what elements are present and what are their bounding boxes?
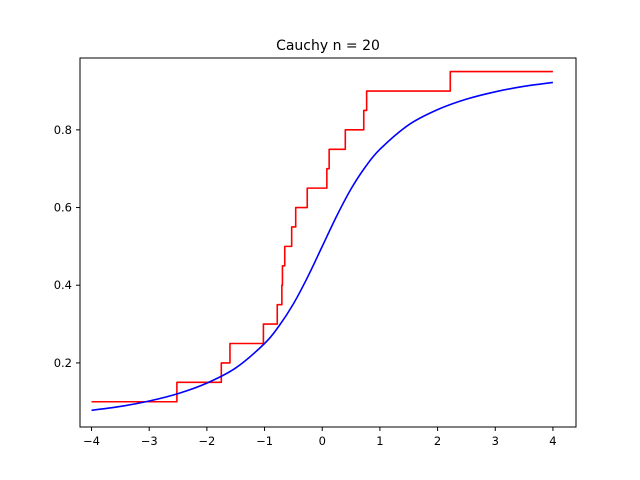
x-tick-label: 2	[434, 434, 441, 448]
chart-title: Cauchy n = 20	[276, 38, 380, 54]
y-tick-label: 0.4	[54, 278, 72, 292]
y-tick-label: 0.8	[54, 123, 72, 137]
y-tick-label: 0.2	[54, 356, 72, 370]
x-tick-label: 1	[376, 434, 383, 448]
axis-ticks: −4 −3 −2 −1 0 1 2 3 4 0.2 0.4 0.6 0.8	[54, 123, 557, 448]
x-tick-label: −1	[256, 434, 273, 448]
axes-frame	[79, 57, 577, 428]
x-tick-label: 0	[319, 434, 326, 448]
y-tick-label: 0.6	[54, 201, 72, 215]
x-tick-label: 3	[492, 434, 499, 448]
x-tick-label: −3	[141, 434, 158, 448]
x-tick-label: −4	[83, 434, 100, 448]
x-tick-label: −2	[198, 434, 215, 448]
plot-area	[91, 70, 554, 412]
theoretical-cdf-curve	[91, 81, 554, 412]
empirical-cdf-step-line	[91, 70, 553, 403]
x-tick-label: 4	[549, 434, 556, 448]
